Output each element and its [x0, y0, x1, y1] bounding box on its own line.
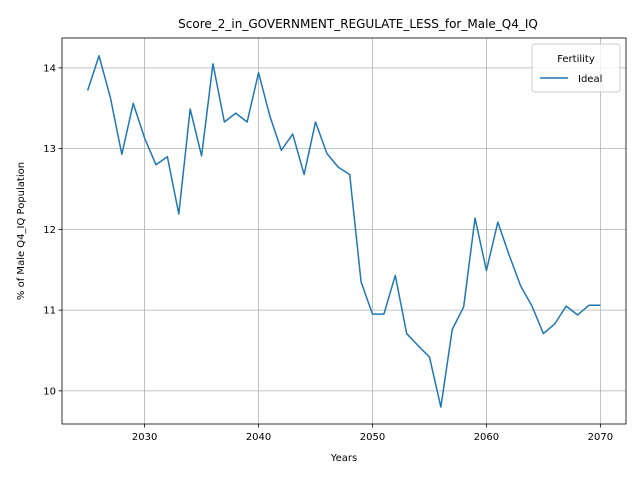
x-tick-label: 2060	[474, 432, 499, 443]
y-tick-label: 12	[43, 225, 56, 236]
x-axis-ticks: 2030 2040 2050 2060 2070	[132, 424, 613, 443]
x-axis-label: Years	[330, 453, 357, 464]
legend: Fertility Ideal	[531, 43, 621, 93]
legend-box	[531, 43, 621, 93]
x-tick-label: 2050	[360, 432, 385, 443]
y-tick-label: 14	[43, 63, 56, 74]
legend-title: Fertility	[557, 54, 595, 65]
plot-frame	[61, 37, 627, 425]
y-tick-label: 11	[43, 306, 56, 317]
x-tick-label: 2040	[246, 432, 271, 443]
y-tick-label: 10	[43, 386, 56, 397]
series-lines	[86, 55, 601, 408]
x-tick-label: 2030	[132, 432, 157, 443]
chart-title: Score_2_in_GOVERNMENT_REGULATE_LESS_for_…	[178, 17, 538, 31]
plot-background	[62, 38, 626, 424]
y-axis-label: % of Male Q4_IQ Population	[16, 162, 27, 300]
y-axis-ticks: 10 11 12 13 14	[43, 63, 62, 397]
series-line-ideal	[86, 55, 601, 408]
plot-area	[61, 37, 627, 425]
x-tick-label: 2070	[588, 432, 613, 443]
legend-label-ideal: Ideal	[578, 74, 602, 85]
y-tick-label: 13	[43, 144, 56, 155]
